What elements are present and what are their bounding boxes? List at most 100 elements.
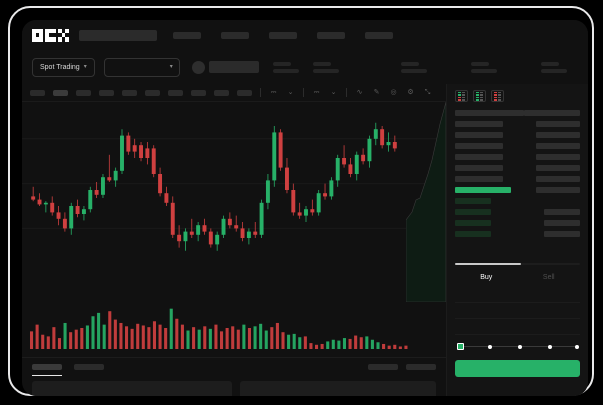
orders-action-0[interactable]: [368, 364, 398, 370]
tab-sell[interactable]: Sell: [542, 274, 555, 281]
orderbook-row[interactable]: [455, 162, 580, 173]
slider-stop-50[interactable]: [518, 344, 522, 349]
orderbook-row[interactable]: [455, 129, 580, 140]
market-subheader: Spot Trading ▾ ▾: [22, 50, 588, 84]
orderbook-buy-view[interactable]: [473, 90, 486, 102]
orderbook-bid-cell: [455, 120, 503, 127]
line-chart-icon[interactable]: ∿: [356, 89, 363, 96]
orders-box-left[interactable]: [32, 381, 232, 396]
toolbar-divider: [303, 88, 304, 97]
amount-slider[interactable]: [457, 342, 579, 352]
nav-item-4[interactable]: [365, 31, 393, 39]
orderbook-row[interactable]: [455, 107, 580, 118]
timeframe-button-9[interactable]: [237, 89, 252, 96]
search-input[interactable]: [79, 29, 157, 41]
camera-icon[interactable]: ◎: [390, 89, 397, 96]
timeframe-button-0[interactable]: [30, 89, 45, 96]
orderbook-size-cell: [536, 120, 580, 127]
orderbook-size-cell: [544, 219, 580, 226]
depth-overlay: [406, 102, 446, 302]
settings-icon[interactable]: ⚙: [407, 89, 414, 96]
orders-tabs: [32, 364, 436, 376]
orderbook-row[interactable]: [455, 195, 580, 206]
orderbook-size-cell: [536, 175, 580, 182]
orderbook-row[interactable]: [455, 118, 580, 129]
orderbook-scrollbar[interactable]: [455, 263, 580, 265]
pair-avatar: [191, 60, 205, 74]
market-stat-3: [470, 61, 497, 73]
orderbook-both-view[interactable]: [455, 90, 468, 102]
stat-label: [540, 61, 559, 66]
stat-value: [312, 68, 339, 73]
pencil-icon[interactable]: ✎: [373, 89, 380, 96]
timeframe-button-6[interactable]: [168, 89, 183, 96]
timeframe-button-3[interactable]: [99, 89, 114, 96]
orderbook-row[interactable]: [455, 140, 580, 151]
spot-trading-label: Spot Trading: [40, 63, 80, 71]
orderbook-row[interactable]: [455, 206, 580, 217]
orderbook-bid-cell: [455, 109, 524, 116]
market-stat-1: [312, 61, 339, 73]
orderbook-sell-view[interactable]: [491, 90, 504, 102]
orderbook-size-cell: [536, 164, 580, 171]
nav-item-2[interactable]: [269, 31, 297, 39]
timeframe-button-8[interactable]: [214, 89, 229, 96]
orders-tab-1[interactable]: [74, 364, 104, 370]
orderbook-bid-cell: [455, 186, 511, 193]
stat-value: [400, 68, 427, 73]
nav-item-3[interactable]: [317, 31, 345, 39]
slider-stop-75[interactable]: [548, 344, 552, 349]
orderbook-bid-cell: [455, 164, 503, 171]
active-tab-underline: [32, 375, 62, 376]
orderbook-size-cell: [536, 142, 580, 149]
order-field-total[interactable]: [455, 319, 580, 335]
stat-label: [312, 61, 331, 66]
stat-label: [272, 61, 291, 66]
orderbook-size-cell: [536, 131, 580, 138]
toolbar-divider: [346, 88, 347, 97]
price-chart[interactable]: [22, 102, 446, 357]
market-stat-2: [400, 61, 427, 73]
order-field-amount[interactable]: [455, 303, 580, 319]
order-form: [455, 287, 580, 335]
order-field-price[interactable]: [455, 287, 580, 303]
slider-handle[interactable]: [457, 343, 464, 350]
nav-item-1[interactable]: [221, 31, 249, 39]
submit-buy-button[interactable]: [455, 360, 580, 377]
top-navigation-bar: [22, 20, 588, 50]
indicators-icon[interactable]: ⎓: [270, 89, 277, 96]
timeframe-button-5[interactable]: [145, 89, 160, 96]
timeframe-button-4[interactable]: [122, 89, 137, 96]
slider-stop-25[interactable]: [488, 344, 492, 349]
timeframe-button-1[interactable]: [53, 89, 68, 96]
slider-stop-100[interactable]: [575, 344, 579, 349]
spot-trading-selector[interactable]: Spot Trading ▾: [32, 57, 95, 77]
orderbook-row[interactable]: [455, 151, 580, 162]
chevron-down-icon[interactable]: ⌄: [287, 89, 294, 96]
compare-icon[interactable]: ⎓: [313, 89, 320, 96]
app-screen: Spot Trading ▾ ▾: [22, 20, 588, 396]
tab-buy[interactable]: Buy: [480, 274, 493, 281]
orderbook-row[interactable]: [455, 228, 580, 239]
stat-label: [470, 61, 489, 66]
okx-logo-icon[interactable]: [32, 28, 69, 42]
nav-item-0[interactable]: [173, 31, 201, 39]
orderbook-row[interactable]: [455, 217, 580, 228]
scrollbar-thumb[interactable]: [455, 263, 521, 265]
orderbook-view-toggles: [447, 84, 588, 107]
orders-box-right[interactable]: [240, 381, 436, 396]
orderbook-row[interactable]: [455, 173, 580, 184]
orderbook-list[interactable]: [447, 107, 588, 259]
orderbook-and-trade-panel: Buy Sell: [446, 84, 588, 396]
orders-tab-0[interactable]: [32, 364, 62, 370]
orders-content: [32, 381, 436, 396]
orderbook-row[interactable]: [455, 184, 580, 195]
orders-action-1[interactable]: [406, 364, 436, 370]
fullscreen-icon[interactable]: ⤡: [424, 89, 431, 96]
candlestick-chart-canvas: [22, 122, 446, 349]
timeframe-button-2[interactable]: [76, 89, 91, 96]
timeframe-button-7[interactable]: [191, 89, 206, 96]
chevron-down-icon[interactable]: ⌄: [330, 89, 337, 96]
orderbook-size-cell: [523, 109, 580, 116]
trading-pair-selector[interactable]: ▾: [103, 57, 180, 77]
